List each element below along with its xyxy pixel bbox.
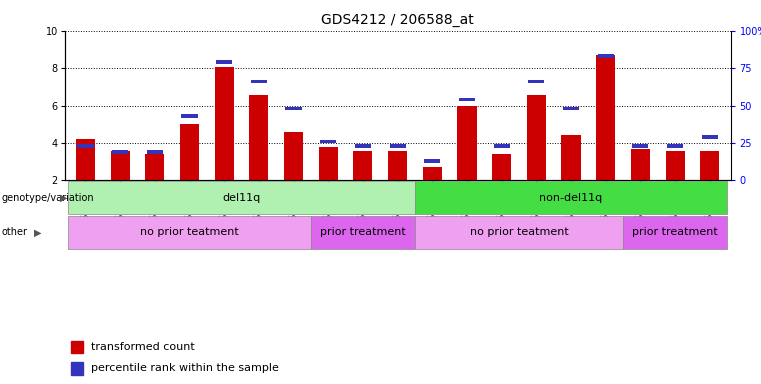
Text: no prior teatment: no prior teatment (470, 227, 568, 237)
Bar (597, 54, 614, 58)
Bar (415, 181, 727, 214)
Bar (459, 98, 475, 101)
Bar (666, 151, 685, 180)
Bar (355, 144, 371, 147)
Text: no prior teatment: no prior teatment (140, 227, 239, 237)
Bar (562, 135, 581, 180)
Bar (216, 60, 232, 64)
Text: percentile rank within the sample: percentile rank within the sample (91, 363, 279, 373)
Bar (492, 154, 511, 180)
Bar (390, 144, 406, 147)
Text: prior treatment: prior treatment (632, 227, 718, 237)
Bar (423, 167, 442, 180)
Text: ▶: ▶ (33, 227, 41, 237)
Bar (78, 144, 94, 147)
Bar (494, 144, 510, 147)
Text: transformed count: transformed count (91, 342, 195, 352)
Bar (72, 341, 84, 353)
Bar (285, 107, 301, 110)
Text: del11q: del11q (222, 193, 261, 203)
Bar (353, 151, 372, 180)
Bar (388, 151, 407, 180)
Bar (147, 150, 163, 154)
Bar (563, 107, 579, 110)
Bar (320, 140, 336, 143)
Bar (596, 55, 615, 180)
Bar (631, 149, 650, 180)
Bar (181, 114, 198, 118)
Bar (250, 95, 269, 180)
Text: ▶: ▶ (60, 193, 68, 203)
Bar (76, 139, 95, 180)
Text: non-del11q: non-del11q (540, 193, 603, 203)
Text: prior treatment: prior treatment (320, 227, 406, 237)
Text: other: other (2, 227, 27, 237)
Bar (623, 216, 727, 249)
Bar (528, 80, 544, 83)
Bar (319, 147, 338, 180)
Bar (180, 124, 199, 180)
Bar (72, 362, 84, 375)
Bar (424, 159, 441, 162)
Bar (632, 144, 648, 147)
Bar (251, 80, 267, 83)
Bar (415, 216, 623, 249)
Bar (112, 150, 129, 154)
Bar (68, 216, 311, 249)
Bar (667, 144, 683, 147)
Bar (284, 132, 303, 180)
Bar (145, 154, 164, 180)
Bar (311, 216, 415, 249)
Bar (110, 151, 129, 180)
Bar (68, 181, 415, 214)
Title: GDS4212 / 206588_at: GDS4212 / 206588_at (321, 13, 474, 27)
Bar (527, 95, 546, 180)
Text: genotype/variation: genotype/variation (2, 193, 94, 203)
Bar (215, 67, 234, 180)
Bar (702, 135, 718, 139)
Bar (700, 151, 719, 180)
Bar (457, 106, 476, 180)
